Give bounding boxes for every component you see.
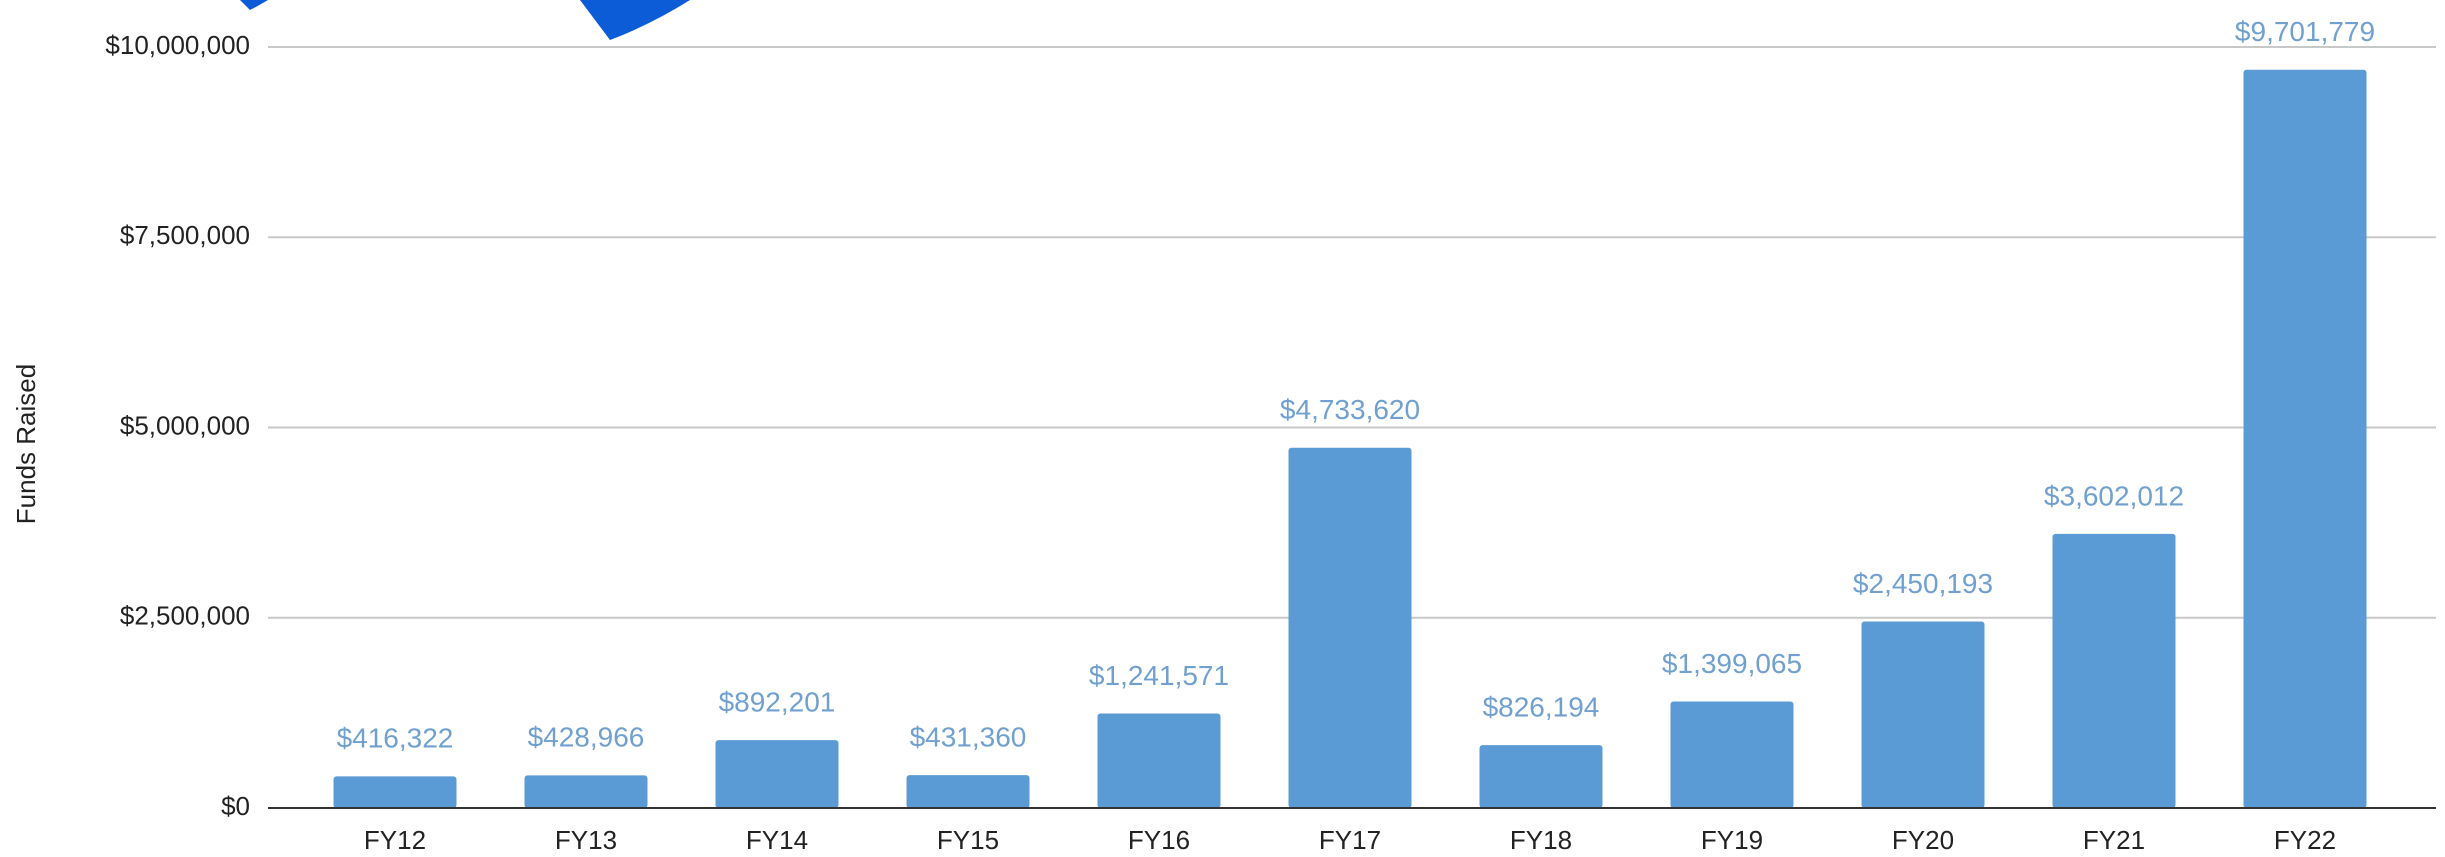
decoration: [240, 0, 690, 40]
y-tick-label: $0: [221, 791, 250, 821]
value-label: $416,322: [337, 723, 454, 754]
x-tick-label: FY19: [1701, 825, 1763, 855]
value-label: $3,602,012: [2044, 480, 2184, 511]
x-tick-label: FY16: [1128, 825, 1190, 855]
x-tick-label: FY15: [937, 825, 999, 855]
y-tick-label: $7,500,000: [120, 220, 250, 250]
x-tick-label: FY13: [555, 825, 617, 855]
x-tick-label: FY20: [1892, 825, 1954, 855]
x-tick-label: FY18: [1510, 825, 1572, 855]
bar: [1097, 713, 1221, 808]
value-label: $428,966: [528, 722, 645, 753]
y-tick-label: $2,500,000: [120, 601, 250, 631]
bar: [2052, 533, 2176, 808]
bar: [2243, 69, 2367, 808]
y-tick-label: $5,000,000: [120, 410, 250, 440]
x-tick-label: FY21: [2083, 825, 2145, 855]
value-label: $2,450,193: [1853, 568, 1993, 599]
x-tick-label: FY17: [1319, 825, 1381, 855]
bar: [524, 775, 648, 808]
value-label: $826,194: [1483, 692, 1600, 723]
value-label: $431,360: [910, 722, 1027, 753]
y-axis-title: Funds Raised: [11, 364, 41, 524]
x-tick-label: FY14: [746, 825, 808, 855]
x-tick-label: FY22: [2274, 825, 2336, 855]
bar: [333, 776, 457, 808]
y-tick-label: $10,000,000: [105, 30, 250, 60]
bar: [1479, 745, 1603, 808]
value-label: $892,201: [719, 686, 836, 717]
bar: [715, 740, 839, 808]
bar: [906, 775, 1030, 808]
bar: [1288, 447, 1412, 808]
value-label: $1,241,571: [1089, 660, 1229, 691]
bar: [1861, 621, 1985, 808]
value-label: $1,399,065: [1662, 648, 1802, 679]
bar: [1670, 701, 1794, 808]
x-tick-label: FY12: [364, 825, 426, 855]
value-label: $9,701,779: [2235, 16, 2375, 47]
value-label: $4,733,620: [1280, 394, 1420, 425]
